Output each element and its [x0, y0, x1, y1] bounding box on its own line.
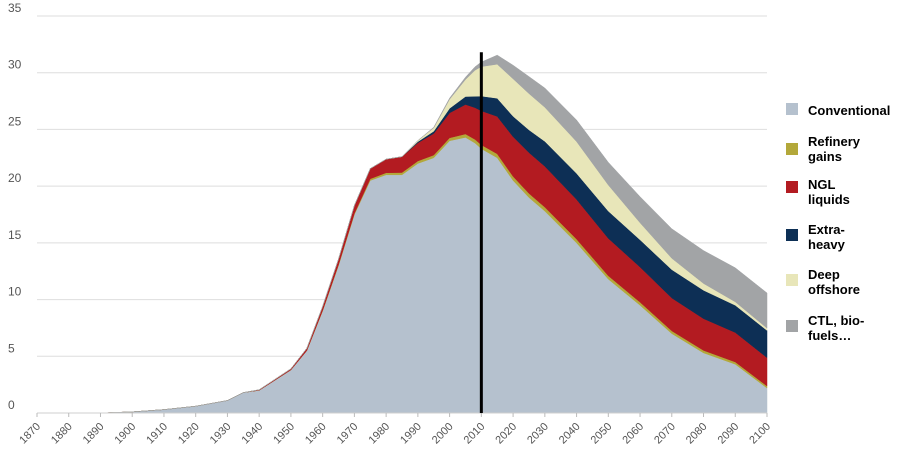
y-tick-label-15: 15 [8, 228, 22, 242]
legend-label-deep-offshore: Deep offshore [808, 267, 860, 297]
y-tick-label-10: 10 [8, 285, 22, 299]
y-tick-label-30: 30 [8, 58, 22, 72]
x-tick-label-1950: 1950 [271, 421, 297, 447]
y-axis: 0 5 10 15 20 25 30 35 [8, 1, 22, 412]
x-tick-label-2060: 2060 [620, 421, 646, 447]
legend-swatch-ngl-liquids [786, 181, 798, 193]
x-tick-label-1980: 1980 [366, 421, 392, 447]
legend-label-ctl-biofuels: CTL, bio- fuels… [808, 313, 865, 343]
x-tick-label-1910: 1910 [144, 421, 170, 447]
x-tick-label-1870: 1870 [17, 421, 43, 447]
x-tick-label-1930: 1930 [208, 421, 234, 447]
x-tick-label-1880: 1880 [49, 421, 75, 447]
x-tick-label-1900: 1900 [113, 421, 139, 447]
x-tick-label-2030: 2030 [525, 421, 551, 447]
x-tick-label-2020: 2020 [493, 421, 519, 447]
legend-label-extra-heavy: Extra- heavy [808, 222, 845, 252]
legend-swatch-ctl-biofuels [786, 320, 798, 332]
x-tick-label-2100: 2100 [747, 421, 773, 447]
legend-item-extra-heavy: Extra- heavy [786, 222, 914, 267]
legend-item-ngl-liquids: NGL liquids [786, 177, 914, 222]
x-tick-label-2010: 2010 [462, 421, 488, 447]
legend-item-deep-offshore: Deep offshore [786, 267, 914, 313]
x-tick-label-2090: 2090 [716, 421, 742, 447]
legend-swatch-refinery-gains [786, 143, 798, 155]
y-tick-label-5: 5 [8, 341, 15, 355]
x-axis: 1870 1880 1890 1900 1910 1920 1930 1940 1950 1960… [17, 412, 773, 447]
legend-label-ngl-liquids: NGL liquids [808, 177, 850, 207]
y-tick-label-35: 35 [8, 1, 22, 15]
x-tick-label-2070: 2070 [652, 421, 678, 447]
x-tick-label-1940: 1940 [239, 421, 265, 447]
legend-swatch-deep-offshore [786, 274, 798, 286]
legend-label-conventional: Conventional [808, 103, 891, 118]
x-tick-label-1920: 1920 [176, 421, 202, 447]
x-tick-label-1890: 1890 [81, 421, 107, 447]
x-tick-label-2080: 2080 [684, 421, 710, 447]
area-series [37, 54, 768, 414]
y-tick-label-25: 25 [8, 114, 22, 128]
legend-label-refinery-gains: Refinery gains [808, 134, 861, 164]
legend-item-ctl-biofuels: CTL, bio- fuels… [786, 313, 914, 353]
y-tick-label-0: 0 [8, 398, 15, 412]
x-tick-label-2000: 2000 [430, 421, 456, 447]
legend-swatch-extra-heavy [786, 229, 798, 241]
area-ctl-bio-fuels [37, 54, 768, 414]
legend-swatch-conventional [786, 103, 798, 115]
x-tick-label-1970: 1970 [335, 421, 361, 447]
legend-item-conventional: Conventional [786, 100, 914, 134]
x-tick-label-2040: 2040 [557, 421, 583, 447]
x-tick-label-1960: 1960 [303, 421, 329, 447]
x-tick-label-1990: 1990 [398, 421, 424, 447]
x-tick-label-2050: 2050 [589, 421, 615, 447]
legend: Conventional Refinery gains NGL liquids … [786, 100, 914, 353]
y-tick-label-20: 20 [8, 171, 22, 185]
legend-item-refinery-gains: Refinery gains [786, 134, 914, 177]
